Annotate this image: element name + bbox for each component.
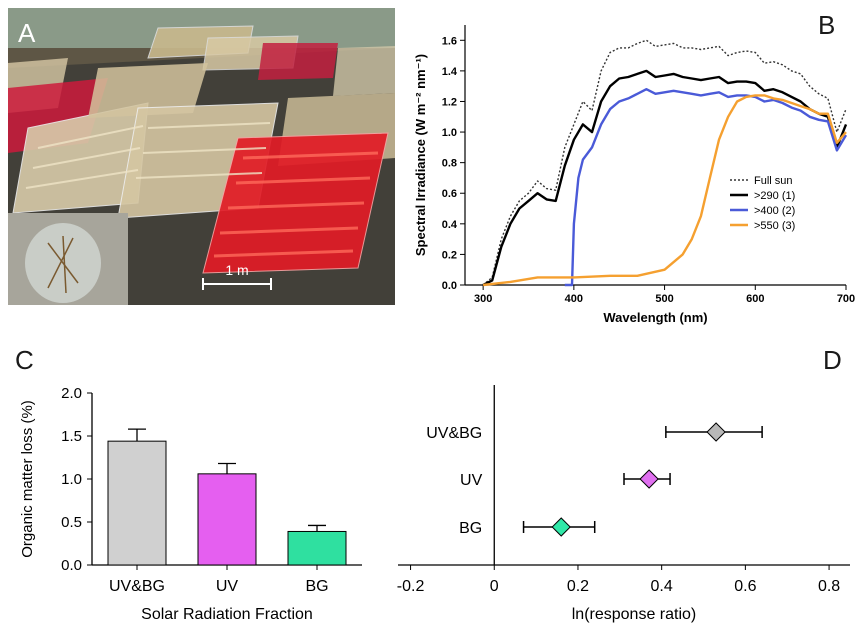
row-label: UV&BG: [426, 425, 482, 442]
y-tick-label: 0.5: [61, 514, 82, 531]
x-tick-label: UV: [216, 578, 239, 595]
x-tick-label: 0.4: [651, 578, 673, 595]
x-tick-label: 600: [746, 293, 764, 305]
x-tick-label: 0.6: [734, 578, 756, 595]
x-tick-label: BG: [305, 578, 328, 595]
x-tick-label: UV&BG: [109, 578, 165, 595]
x-tick-label: 300: [474, 293, 492, 305]
series-line-1: [482, 69, 848, 287]
x-axis-title: Solar Radiation Fraction: [141, 606, 313, 623]
y-tick-label: 1.0: [61, 471, 82, 488]
y-tick-label: 0.0: [61, 557, 82, 574]
panel-c-bar-chart: C 0.0 0.5 1.0 1.5 2.0 UV&BG UV BG Solar Radiatio…: [0, 335, 390, 631]
point-marker-1: [639, 469, 659, 489]
x-tick-label: 400: [565, 293, 583, 305]
x-axis-title: Wavelength (nm): [603, 310, 707, 325]
row-label: UV: [460, 472, 483, 489]
y-tick-label: 0.8: [442, 158, 457, 170]
y-axis-title: Spectral Irradiance (W m⁻² nm⁻¹): [413, 54, 428, 256]
point-marker-2: [551, 517, 571, 537]
y-tick-label: 0.4: [442, 219, 458, 231]
y-tick-label: 1.4: [442, 66, 458, 78]
bar-chart-svg: 0.0 0.5 1.0 1.5 2.0 UV&BG UV BG Solar Radiation …: [19, 385, 362, 623]
x-axis-title: ln(response ratio): [572, 606, 697, 623]
panel-d-forest-plot: D -0.2 0 0.2 0.4 0.6 0.8 ln(response ratio) UV&…: [390, 335, 858, 631]
row-label: BG: [459, 520, 482, 537]
y-tick-label: 1.5: [61, 428, 82, 445]
legend-label: >290 (1): [754, 190, 795, 202]
x-tick-label: 0: [490, 578, 499, 595]
panel-letter-c: C: [15, 345, 34, 375]
bar-1: [197, 473, 257, 566]
scale-bar: 1 m: [202, 262, 272, 290]
point-marker-0: [706, 422, 726, 442]
y-tick-label: 0.2: [442, 249, 457, 261]
bar-0: [107, 440, 167, 566]
legend-label: Full sun: [754, 175, 793, 187]
y-tick-label: 1.6: [442, 35, 457, 47]
y-axis-title: Organic matter loss (%): [19, 400, 36, 558]
y-tick-label: 1.0: [442, 127, 457, 139]
spectral-chart-svg: 300 400 500 600 700 0.0 0.2 0.4 0.6 0.8 1.0 1.2 1.4 1…: [413, 25, 855, 325]
legend-label: >400 (2): [754, 205, 795, 217]
series-line-0: [482, 39, 847, 286]
panel-a-photo: A 1 m: [8, 8, 395, 305]
y-tick-label: 2.0: [61, 385, 82, 402]
x-tick-label: -0.2: [397, 578, 425, 595]
panel-b-spectral-chart: B 300 400 500 600 700 0.0 0.2 0.4 0.6 0.8 1.0 1.2 1.…: [400, 0, 858, 335]
y-tick-label: 0.0: [442, 280, 457, 292]
panel-letter-d: D: [823, 345, 842, 375]
panel-letter-a: A: [18, 18, 36, 48]
field-photo-illustration: [8, 8, 395, 305]
panel-letter-b: B: [818, 10, 836, 40]
series-line-3: [482, 94, 847, 287]
series-line-2: [564, 87, 848, 287]
y-tick-label: 0.6: [442, 188, 457, 200]
x-tick-label: 0.2: [567, 578, 589, 595]
x-tick-label: 700: [837, 293, 855, 305]
bar-2: [287, 530, 347, 566]
x-tick-label: 500: [655, 293, 673, 305]
x-tick-label: 0.8: [818, 578, 840, 595]
forest-plot-svg: -0.2 0 0.2 0.4 0.6 0.8 ln(response ratio) UV&BG…: [397, 385, 850, 623]
legend-label: >550 (3): [754, 220, 795, 232]
y-tick-label: 1.2: [442, 96, 457, 108]
scale-bar-label: 1 m: [225, 262, 249, 278]
